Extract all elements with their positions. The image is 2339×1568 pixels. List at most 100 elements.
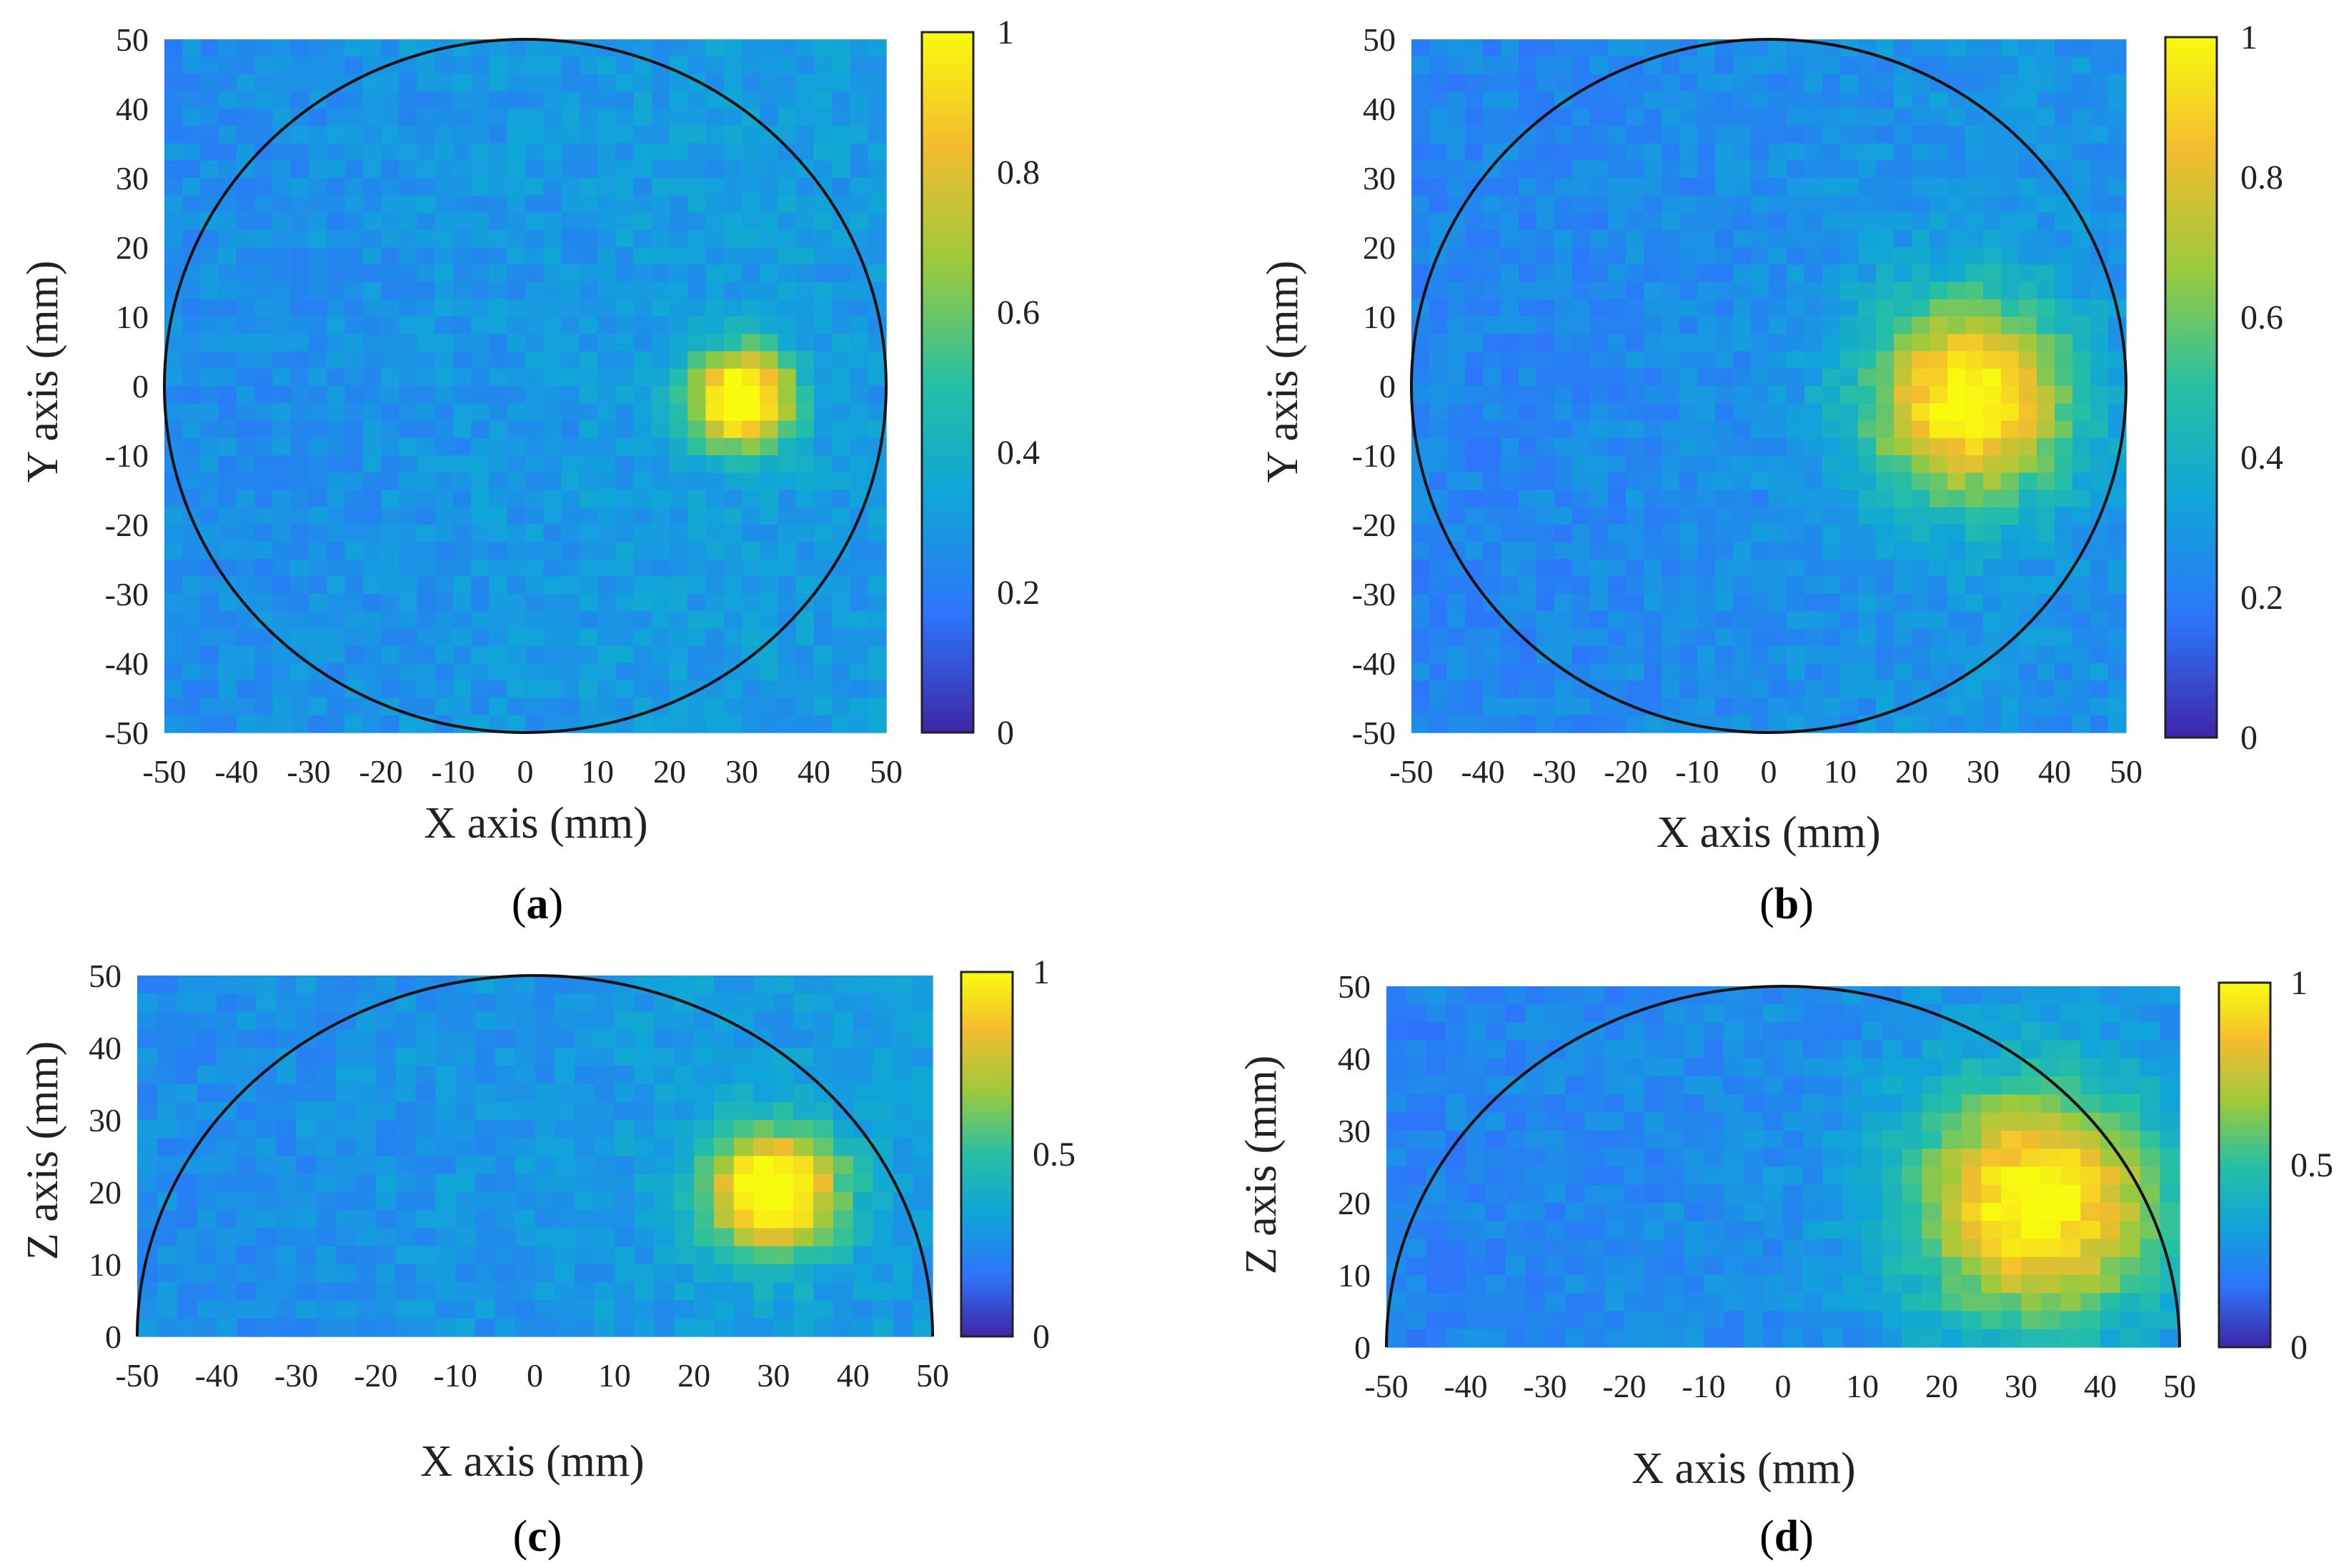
heat-cell (773, 1173, 794, 1193)
heat-cell (561, 594, 580, 612)
heat-cell (455, 1282, 476, 1301)
heat-cell (1429, 299, 1448, 317)
heat-cell (651, 525, 670, 542)
heat-cell (1733, 576, 1752, 595)
heat-cell (1930, 229, 1948, 248)
heat-cell (1554, 525, 1573, 542)
heat-cell (1715, 490, 1734, 508)
heat-cell (1519, 74, 1537, 92)
heat-cell (674, 1011, 695, 1031)
heat-cell (742, 74, 760, 92)
heat-cell (1465, 247, 1484, 265)
heat-cell (453, 628, 472, 647)
heat-cell (2019, 403, 2037, 422)
heat-cell (555, 976, 575, 994)
heat-cell (1536, 455, 1555, 473)
heat-cell (1733, 143, 1752, 162)
heat-cell (1501, 698, 1519, 716)
heat-cell (561, 109, 580, 126)
heat-cell (507, 403, 526, 422)
heat-cell (2037, 645, 2055, 664)
heat-cell (2001, 74, 2020, 92)
heat-cell (1505, 1239, 1526, 1258)
heat-cell (1536, 160, 1555, 179)
heat-cell (471, 594, 490, 612)
heat-cell (1411, 628, 1430, 647)
heat-cell (832, 56, 851, 75)
heat-cell (868, 386, 887, 404)
heat-cell (1624, 1058, 1645, 1077)
heat-cell (1942, 1329, 1962, 1348)
heat-cell (1545, 986, 1566, 1005)
heat-cell (2090, 403, 2109, 422)
heat-cell (615, 247, 635, 265)
heat-cell (344, 420, 364, 439)
heat-cell (1485, 1275, 1506, 1294)
heat-cell (218, 74, 237, 92)
heat-cell (795, 91, 815, 109)
heat-cell (2090, 420, 2109, 439)
heat-cell (868, 229, 887, 248)
heat-cell (705, 229, 725, 248)
heat-cell (399, 490, 418, 508)
heat-cell (237, 1120, 257, 1138)
heat-cell (913, 1138, 933, 1157)
heat-cell (1626, 594, 1644, 612)
heat-cell (1942, 1166, 1962, 1186)
heat-cell (290, 178, 309, 196)
heat-cell (309, 507, 327, 525)
heat-cell (1604, 1094, 1625, 1113)
heat-cell (832, 195, 851, 214)
heat-cell (1715, 594, 1734, 612)
heat-cell (1715, 74, 1734, 92)
heat-cell (1981, 1275, 2002, 1294)
heat-cell (415, 1120, 436, 1138)
heat-cell (375, 1101, 397, 1121)
heat-cell (1876, 334, 1894, 352)
heat-cell (1505, 1148, 1526, 1168)
heat-cell (1519, 212, 1537, 231)
heat-cell (832, 715, 851, 733)
heat-cell (2019, 91, 2037, 109)
heat-cell (913, 993, 933, 1013)
heat-cell (1840, 212, 1859, 231)
heat-cell (1787, 472, 1805, 491)
heat-cell (1447, 178, 1466, 196)
heat-cell (1525, 1293, 1546, 1312)
heat-cell (651, 611, 670, 630)
heat-cell (1644, 1131, 1665, 1149)
heat-cell (1525, 1275, 1546, 1294)
heat-cell (868, 160, 887, 179)
heat-cell (327, 212, 346, 231)
heat-cell (296, 1210, 317, 1229)
heat-cell (276, 1156, 297, 1175)
heat-cell (633, 91, 652, 109)
heat-cell (814, 455, 833, 473)
heat-cell (336, 976, 357, 994)
heat-cell (1912, 542, 1930, 560)
heat-cell (814, 680, 833, 699)
heat-cell (1912, 351, 1930, 369)
heat-cell (200, 576, 219, 595)
heat-cell (1697, 594, 1716, 612)
heat-cell (362, 195, 382, 214)
heat-cell (525, 247, 544, 265)
heat-cell (795, 39, 815, 57)
heat-cell (1912, 160, 1930, 179)
heat-cell (1822, 74, 1841, 92)
heat-cell (579, 403, 598, 422)
heat-cell (1822, 91, 1841, 109)
heat-cell (375, 1282, 397, 1301)
heat-cell (218, 334, 237, 352)
heat-cell (561, 56, 580, 75)
heat-cell (309, 542, 327, 560)
heat-cell (1554, 74, 1573, 92)
heat-cell (1723, 1004, 1744, 1023)
heat-cell (1858, 247, 1877, 265)
heat-cell (1554, 611, 1573, 630)
heat-cell (615, 56, 635, 75)
heat-cell (1505, 1329, 1526, 1348)
heat-cell (1505, 1040, 1526, 1059)
heat-cell (336, 1246, 357, 1265)
heat-cell (200, 299, 219, 317)
